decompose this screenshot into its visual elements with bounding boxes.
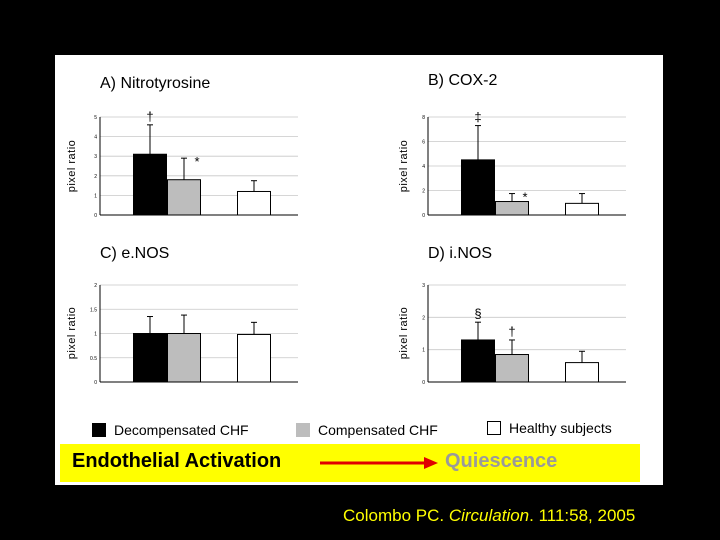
legend-decompensated: Decompensated CHF (92, 422, 249, 438)
legend-swatch-compensated (296, 423, 310, 437)
chart-b-title: B) COX-2 (428, 72, 498, 89)
figure-panel: A) Nitrotyrosine B) COX-2 C) e.NOS D) i.… (55, 55, 663, 485)
legend-label-healthy: Healthy subjects (509, 420, 612, 436)
chart-b-y-label: pixel ratio (398, 140, 410, 193)
chart-a-annotation-2: * (194, 154, 199, 169)
chart-c-tick-label: 0.5 (90, 356, 97, 362)
chart-b-tick-label: 2 (422, 189, 425, 195)
chart-d-tick-label: 3 (422, 283, 425, 289)
banner-activation-text: Endothelial Activation (72, 450, 282, 472)
chart-d-title: D) i.NOS (428, 245, 492, 262)
chart-a-bar-1 (133, 153, 167, 216)
chart-c-tick-label: 0 (94, 380, 97, 386)
citation-suffix: . 111:58, 2005 (529, 506, 636, 525)
red-arrow-icon (320, 457, 438, 469)
chart-b-tick-label: 8 (422, 115, 425, 121)
chart-b-bar-1 (461, 159, 495, 216)
charts-svg: 0 1 2 3 4 5 pixel ratio † * 0 2 4 6 8 pixel ratio ‡ * 0 0.… (66, 109, 626, 386)
activation-banner: Endothelial Activation Quiescence (60, 444, 640, 482)
chart-d-bar-1 (461, 339, 495, 383)
chart-d-tick-label: 1 (422, 348, 425, 354)
chart-d-bar-2 (495, 354, 529, 383)
chart-c-tick-label: 1.5 (90, 307, 97, 313)
chart-c-bar-1 (133, 333, 167, 383)
legend-swatch-healthy (487, 421, 501, 435)
chart-d-annotation-1: § (474, 306, 481, 321)
chart-a-bar-2 (167, 179, 201, 216)
chart-b-tick-label: 4 (422, 164, 425, 170)
chart-d-y-label: pixel ratio (398, 307, 410, 360)
chart-c-tick-label: 2 (94, 283, 97, 289)
chart-c-tick-label: 1 (94, 332, 97, 338)
chart-b-annotation-1: ‡ (474, 110, 481, 125)
chart-a-annotation-1: † (146, 109, 153, 124)
chart-a-tick-label: 0 (94, 213, 97, 219)
legend-compensated: Compensated CHF (296, 422, 438, 438)
chart-c-bar-3 (237, 333, 271, 383)
chart-d-annotation-2: † (508, 324, 515, 339)
legend-label-decompensated: Decompensated CHF (114, 422, 249, 438)
banner-quiescence-text: Quiescence (445, 450, 558, 472)
chart-c-title: C) e.NOS (100, 245, 170, 262)
chart-d-tick-label: 2 (422, 315, 425, 321)
chart-d-tick-label: 0 (422, 380, 425, 386)
chart-c-bar-2 (167, 333, 201, 383)
chart-d-bar-3 (565, 362, 599, 383)
chart-a-tick-label: 5 (94, 115, 97, 121)
chart-a-tick-label: 3 (94, 154, 97, 160)
chart-a-y-label: pixel ratio (66, 140, 78, 193)
chart-b-bar-3 (565, 202, 599, 216)
citation-journal: Circulation (448, 506, 530, 525)
chart-a-bar-3 (237, 190, 271, 216)
legend-label-compensated: Compensated CHF (318, 422, 438, 438)
chart-b-tick-label: 6 (422, 140, 425, 146)
chart-b-tick-label: 0 (422, 213, 425, 219)
chart-a-tick-label: 1 (94, 193, 97, 199)
chart-a-title: A) Nitrotyrosine (100, 75, 211, 92)
chart-a-tick-label: 4 (94, 135, 97, 141)
legend-healthy: Healthy subjects (487, 420, 612, 436)
legend-swatch-decompensated (92, 423, 106, 437)
chart-c-y-label: pixel ratio (66, 307, 78, 360)
chart-a-tick-label: 2 (94, 174, 97, 180)
citation-prefix: Colombo PC. (343, 506, 449, 525)
citation: Colombo PC. Circulation. 111:58, 2005 (343, 506, 635, 526)
chart-b-annotation-2: * (522, 190, 527, 205)
